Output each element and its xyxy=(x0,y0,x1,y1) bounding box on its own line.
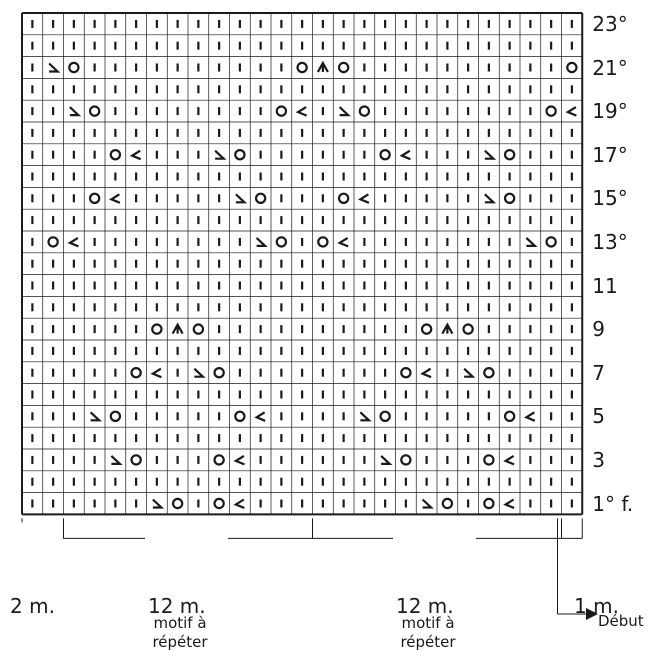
yarn-over-symbol xyxy=(483,497,495,510)
repeat-2-stitch-count: 12 m. xyxy=(396,594,454,618)
yarn-over-symbol xyxy=(379,148,391,161)
yarn-over-symbol xyxy=(462,323,474,335)
yarn-over-symbol xyxy=(483,454,495,466)
slip-knit-pass-symbol xyxy=(89,411,102,422)
yarn-over-symbol xyxy=(400,367,412,379)
row-number-label: 23° xyxy=(592,11,628,36)
yarn-over-symbol xyxy=(213,454,225,466)
repeat-2-caption-line1: motif à xyxy=(401,614,455,632)
slip-knit-pass-symbol xyxy=(48,62,61,73)
row-number-label: 3 xyxy=(592,447,605,472)
yarn-over-symbol xyxy=(337,192,350,204)
row-number-label: 13° xyxy=(592,229,628,254)
yarn-over-symbol xyxy=(566,61,578,74)
slip-knit-pass-symbol xyxy=(235,193,248,204)
row-number-label: 1° f. xyxy=(592,491,634,516)
right-edge-stitch-label: 1 m. xyxy=(574,594,619,618)
repeat-1-stitch-count: 12 m. xyxy=(148,594,206,618)
repeat-2-caption-line2: répéter xyxy=(400,633,456,651)
row-number-label: 15° xyxy=(592,186,628,211)
yarn-over-symbol xyxy=(296,61,308,74)
yarn-over-symbol xyxy=(130,454,142,466)
slip-knit-pass-symbol xyxy=(380,455,393,465)
double-decrease-symbol xyxy=(171,322,184,335)
yarn-over-symbol xyxy=(68,61,80,74)
left-edge-stitches-label: 2 m. xyxy=(10,594,55,618)
yarn-over-symbol xyxy=(213,497,225,510)
knit-two-together-symbol xyxy=(337,236,349,248)
row-number-label: 19° xyxy=(592,99,628,124)
start-arrow-head xyxy=(586,608,598,620)
knit-two-together-symbol xyxy=(233,498,245,510)
yarn-over-symbol xyxy=(503,192,516,204)
knit-two-together-symbol xyxy=(254,411,266,422)
knit-two-together-symbol xyxy=(503,498,515,510)
double-decrease-symbol xyxy=(441,322,454,335)
slip-knit-pass-symbol xyxy=(255,237,268,247)
slip-knit-pass-symbol xyxy=(484,193,497,204)
slip-knit-pass-symbol xyxy=(359,411,372,422)
slip-knit-pass-symbol xyxy=(463,367,476,378)
knit-two-together-symbol xyxy=(108,193,121,204)
slip-knit-pass-symbol xyxy=(338,106,351,117)
yarn-over-symbol xyxy=(88,105,101,117)
yarn-over-symbol xyxy=(545,105,557,117)
start-label: Début xyxy=(598,612,644,630)
slip-knit-pass-symbol xyxy=(525,237,538,247)
yarn-over-symbol xyxy=(254,192,267,204)
knit-two-together-symbol xyxy=(565,106,577,117)
row-number-label: 7 xyxy=(592,360,605,385)
knit-two-together-symbol xyxy=(129,149,142,161)
double-decrease-symbol xyxy=(316,60,329,73)
slip-knit-pass-symbol xyxy=(152,498,165,509)
yarn-over-symbol xyxy=(109,410,122,422)
yarn-over-symbol xyxy=(234,148,246,161)
slip-knit-pass-symbol xyxy=(193,367,206,378)
slip-knit-pass-symbol xyxy=(69,106,82,117)
knit-two-together-symbol xyxy=(420,367,432,379)
yarn-over-symbol xyxy=(234,410,246,422)
row-number-label: 17° xyxy=(592,142,628,167)
yarn-over-symbol xyxy=(441,497,454,510)
yarn-over-symbol xyxy=(192,323,205,335)
yarn-over-symbol xyxy=(88,192,101,204)
yarn-over-symbol xyxy=(503,148,516,161)
yarn-over-symbol xyxy=(130,367,142,379)
repeat-1-caption-line1: motif à xyxy=(153,614,207,632)
knitting-chart xyxy=(21,12,598,620)
yarn-over-symbol xyxy=(337,61,350,74)
knit-two-together-symbol xyxy=(357,193,370,204)
yarn-over-symbol xyxy=(109,148,122,161)
knit-two-together-symbol xyxy=(150,367,162,379)
yarn-over-symbol xyxy=(47,236,59,248)
slip-knit-pass-symbol xyxy=(214,149,227,160)
row-number-label: 9 xyxy=(592,317,605,342)
yarn-over-symbol xyxy=(213,367,225,379)
knit-two-together-symbol xyxy=(67,236,79,248)
yarn-over-symbol xyxy=(483,367,495,379)
slip-knit-pass-symbol xyxy=(421,498,434,509)
row-number-label: 11 xyxy=(592,273,618,298)
yarn-over-symbol xyxy=(171,497,184,510)
yarn-over-symbol xyxy=(358,105,371,117)
knit-two-together-symbol xyxy=(295,106,308,117)
yarn-over-symbol xyxy=(545,236,557,248)
knit-two-together-symbol xyxy=(233,454,245,466)
knit-two-together-symbol xyxy=(503,454,515,466)
yarn-over-symbol xyxy=(420,323,433,335)
repeat-1-caption-line2: répéter xyxy=(152,633,208,651)
slip-knit-pass-symbol xyxy=(484,149,497,160)
row-number-label: 21° xyxy=(592,55,628,80)
yarn-over-symbol xyxy=(275,236,288,248)
row-number-label: 5 xyxy=(592,404,605,429)
yarn-over-symbol xyxy=(317,236,329,248)
knit-two-together-symbol xyxy=(523,411,536,422)
yarn-over-symbol xyxy=(400,454,412,466)
yarn-over-symbol xyxy=(379,410,391,422)
knit-two-together-symbol xyxy=(399,149,411,161)
yarn-over-symbol xyxy=(503,410,516,422)
yarn-over-symbol xyxy=(151,323,163,335)
slip-knit-pass-symbol xyxy=(110,455,123,465)
yarn-over-symbol xyxy=(275,105,288,117)
